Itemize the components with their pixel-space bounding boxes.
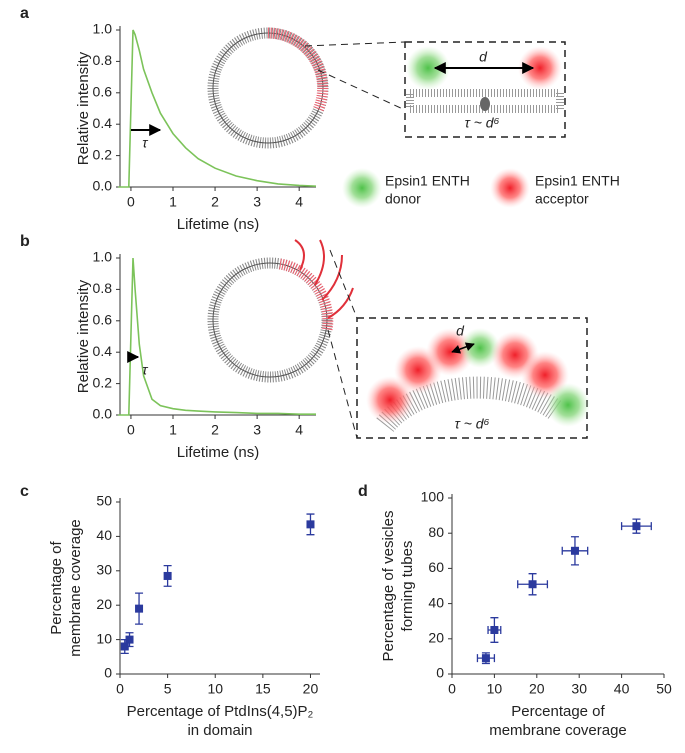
x-tick-label: 1 xyxy=(169,194,177,210)
relation-label: τ ~ d⁶ xyxy=(455,416,490,432)
y-tick-label: 0 xyxy=(104,665,112,681)
y-tick-label: 1.0 xyxy=(93,249,113,265)
x-tick-label: 5 xyxy=(164,681,172,697)
x-axis-label: membrane coverage xyxy=(489,722,627,739)
x-tick-label: 50 xyxy=(656,681,672,697)
y-tick-label: 1.0 xyxy=(93,21,113,37)
point xyxy=(306,520,315,529)
x-tick-label: 10 xyxy=(487,681,503,697)
y-tick-label: 0.6 xyxy=(93,312,113,328)
y-tick-label: 60 xyxy=(428,559,444,575)
y-axis-label: Relative intensity xyxy=(75,279,92,393)
x-tick-label: 3 xyxy=(253,422,261,438)
x-tick-label: 4 xyxy=(295,194,303,210)
point xyxy=(135,604,144,613)
y-tick-label: 30 xyxy=(96,562,112,578)
legend-text: acceptor xyxy=(535,191,589,207)
tau-label: τ xyxy=(142,135,148,151)
legend-text: Epsin1 ENTH xyxy=(385,173,470,189)
x-tick-label: 4 xyxy=(295,422,303,438)
x-tick-label: 20 xyxy=(303,681,319,697)
y-tick-label: 10 xyxy=(96,630,112,646)
x-tick-label: 2 xyxy=(211,194,219,210)
distance-label: d xyxy=(456,323,465,339)
point xyxy=(570,546,579,555)
decay-curve xyxy=(118,29,317,188)
x-tick-label: 0 xyxy=(448,681,456,697)
point xyxy=(528,580,537,589)
y-tick-label: 20 xyxy=(428,630,444,646)
y-axis-label: membrane coverage xyxy=(67,519,84,657)
vesicle-b xyxy=(207,239,590,439)
acceptor-icon xyxy=(490,168,530,208)
x-axis-label: in domain xyxy=(187,722,252,739)
point xyxy=(163,571,172,580)
point xyxy=(125,635,134,644)
x-tick-label: 3 xyxy=(253,194,261,210)
x-tick-label: 20 xyxy=(529,681,545,697)
y-tick-label: 0.4 xyxy=(93,343,113,359)
y-tick-label: 0.6 xyxy=(93,84,113,100)
x-tick-label: 0 xyxy=(127,194,135,210)
x-axis-label: Percentage of xyxy=(511,703,605,720)
panel-label: c xyxy=(20,483,29,500)
y-axis-label: Percentage of xyxy=(48,540,65,634)
y-tick-label: 0 xyxy=(436,665,444,681)
y-axis-label: Percentage of vesicles xyxy=(380,511,397,662)
x-tick-label: 15 xyxy=(255,681,271,697)
point xyxy=(490,626,499,634)
y-tick-label: 20 xyxy=(96,596,112,612)
donor-icon xyxy=(342,168,382,208)
y-axis-label: Relative intensity xyxy=(75,51,92,165)
x-axis-label: Percentage of PtdIns(4,5)P₂ xyxy=(127,703,314,720)
point xyxy=(481,654,490,663)
x-tick-label: 0 xyxy=(127,422,135,438)
y-tick-label: 100 xyxy=(421,489,445,505)
y-tick-label: 0.0 xyxy=(93,178,113,194)
y-axis-label: forming tubes xyxy=(399,541,416,632)
tau-label: τ xyxy=(142,362,148,378)
vesicle-a xyxy=(207,27,566,149)
y-tick-label: 0.2 xyxy=(93,146,113,162)
relation-label: τ ~ d⁶ xyxy=(465,115,500,131)
y-tick-label: 0.8 xyxy=(93,52,113,68)
y-tick-label: 0.0 xyxy=(93,406,113,422)
panel-label: a xyxy=(20,5,29,22)
y-tick-label: 50 xyxy=(96,493,112,509)
point xyxy=(632,522,641,531)
point xyxy=(120,642,129,651)
panel-label: d xyxy=(358,483,368,500)
y-tick-label: 0.2 xyxy=(93,374,113,390)
x-axis-label: Lifetime (ns) xyxy=(177,216,260,233)
legend-text: Epsin1 ENTH xyxy=(535,173,620,189)
x-tick-label: 30 xyxy=(571,681,587,697)
y-tick-label: 40 xyxy=(428,594,444,610)
distance-label: d xyxy=(479,49,488,65)
x-tick-label: 2 xyxy=(211,422,219,438)
y-tick-label: 80 xyxy=(428,524,444,540)
panel-label: b xyxy=(20,233,30,250)
legend-text: donor xyxy=(385,191,421,207)
y-tick-label: 40 xyxy=(96,527,112,543)
x-tick-label: 40 xyxy=(614,681,630,697)
x-tick-label: 10 xyxy=(207,681,223,697)
x-tick-label: 1 xyxy=(169,422,177,438)
x-tick-label: 0 xyxy=(116,681,124,697)
y-tick-label: 0.4 xyxy=(93,115,113,131)
decay-curve xyxy=(118,257,316,416)
y-tick-label: 0.8 xyxy=(93,280,113,296)
x-axis-label: Lifetime (ns) xyxy=(177,444,260,461)
